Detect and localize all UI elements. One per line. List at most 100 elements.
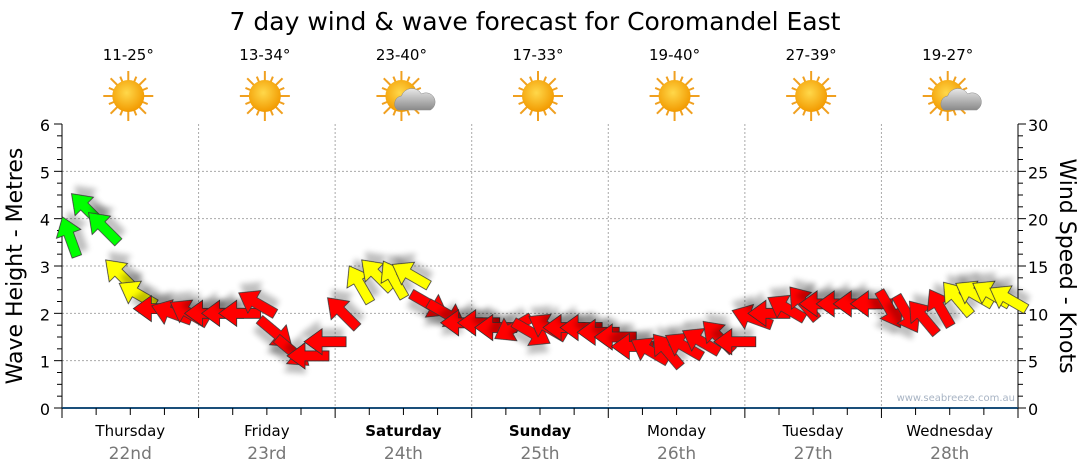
sun-ray — [656, 77, 665, 87]
sun-ray — [821, 105, 830, 115]
x-day-label: Wednesday — [906, 422, 993, 440]
sun-ray — [109, 77, 119, 87]
sun-ray — [656, 105, 665, 115]
x-day-label: Friday — [244, 422, 290, 440]
wind-arrow — [908, 300, 941, 338]
wind-arrow — [713, 327, 757, 356]
sun-ray — [274, 77, 284, 87]
sun-ray — [138, 77, 147, 87]
sun-ray — [138, 105, 147, 115]
sun-ray — [547, 77, 557, 87]
y-left-tick-label: 4 — [40, 211, 50, 230]
sun-ray — [383, 77, 392, 87]
temperature-range: 17-33° — [512, 46, 563, 64]
sun-icon — [239, 71, 290, 121]
watermark: www.seabreeze.com.au — [897, 393, 1015, 404]
wind-arrow — [874, 288, 904, 329]
y-left-tick-label: 5 — [40, 163, 50, 182]
wind-arrow — [593, 323, 637, 351]
wind-arrow — [55, 216, 83, 259]
x-date-label: 23rd — [247, 444, 286, 464]
sun-icon — [786, 71, 837, 121]
wind-arrow — [286, 342, 330, 370]
sun-ray — [133, 76, 138, 83]
y-left-tick-label: 3 — [40, 258, 50, 277]
x-date-label: 26th — [657, 444, 696, 464]
sun-ray — [684, 77, 693, 87]
x-date-label: 22nd — [109, 444, 152, 464]
x-day-label: Sunday — [509, 422, 572, 440]
partly-cloudy-icon — [376, 71, 436, 121]
sun-ray — [957, 77, 967, 87]
partly-cloudy-icon — [922, 71, 982, 121]
y-left-tick-label: 0 — [40, 400, 50, 419]
sun-disc — [795, 80, 828, 112]
y-axis-left-label: Wave Height - Metres — [3, 148, 28, 385]
wind-arrow — [238, 290, 279, 319]
sun-ray — [792, 77, 802, 87]
sun-ray — [274, 105, 284, 115]
sun-ray — [547, 105, 557, 115]
sun-disc — [112, 80, 145, 112]
sun-ray — [383, 105, 392, 115]
wind-arrow — [989, 285, 1030, 315]
y-right-tick-label: 5 — [1028, 353, 1038, 372]
chart-title: 7 day wind & wave forecast for Coromande… — [230, 7, 841, 36]
wind-arrow — [681, 327, 723, 357]
cloud — [940, 88, 982, 111]
sun-ray — [109, 105, 119, 115]
sun-ray — [133, 109, 138, 116]
wind-arrow — [391, 261, 432, 291]
temperature-range: 13-34° — [239, 46, 290, 64]
sun-disc — [658, 80, 691, 112]
sun-disc — [522, 80, 554, 112]
sun-icon — [513, 71, 563, 121]
sun-ray — [246, 105, 255, 115]
y-left-tick-label: 6 — [40, 116, 50, 135]
y-right-tick-label: 30 — [1028, 116, 1048, 135]
y-left-tick-label: 1 — [40, 353, 50, 372]
sun-ray — [411, 77, 420, 87]
wind-arrow — [88, 212, 123, 247]
sun-ray — [792, 105, 802, 115]
y-right-tick-label: 25 — [1028, 163, 1048, 182]
wind-arrow — [767, 294, 808, 324]
sun-ray — [519, 77, 529, 87]
sun-ray — [929, 77, 938, 87]
sun-ray — [519, 105, 529, 115]
temperature-range: 19-40° — [649, 46, 700, 64]
temperature-range: 23-40° — [376, 46, 427, 64]
wind-arrow — [559, 313, 603, 342]
y-right-tick-label: 15 — [1028, 258, 1048, 277]
x-day-label: Tuesday — [782, 422, 844, 440]
y-right-tick-label: 10 — [1028, 305, 1048, 324]
wind-arrow — [327, 297, 362, 332]
x-date-label: 24th — [384, 444, 423, 464]
sun-ray — [821, 77, 830, 87]
y-axis-right-label: Wind Speed - Knots — [1054, 158, 1079, 373]
wind-arrow — [943, 281, 975, 319]
cloud — [394, 88, 436, 111]
wind-arrow — [457, 309, 501, 337]
wind-arrow — [664, 332, 705, 362]
wind-arrow — [576, 318, 620, 347]
y-right-tick-label: 20 — [1028, 211, 1048, 230]
x-day-label: Monday — [647, 422, 706, 440]
x-day-label: Thursday — [94, 422, 165, 440]
y-left-tick-label: 2 — [40, 305, 50, 324]
sun-ray — [929, 105, 938, 115]
x-day-label: Saturday — [365, 422, 442, 440]
sun-icon — [649, 71, 700, 121]
y-right-tick-label: 0 — [1028, 400, 1038, 419]
x-date-label: 28th — [930, 444, 969, 464]
wind-arrow — [303, 327, 347, 356]
sun-disc — [248, 80, 281, 112]
wind-arrow — [652, 333, 685, 371]
temperature-range: 19-27° — [922, 46, 973, 64]
temperature-range: 27-39° — [786, 46, 837, 64]
temperature-range: 11-25° — [103, 46, 154, 64]
sun-ray — [246, 77, 255, 87]
sun-icon — [103, 71, 154, 121]
